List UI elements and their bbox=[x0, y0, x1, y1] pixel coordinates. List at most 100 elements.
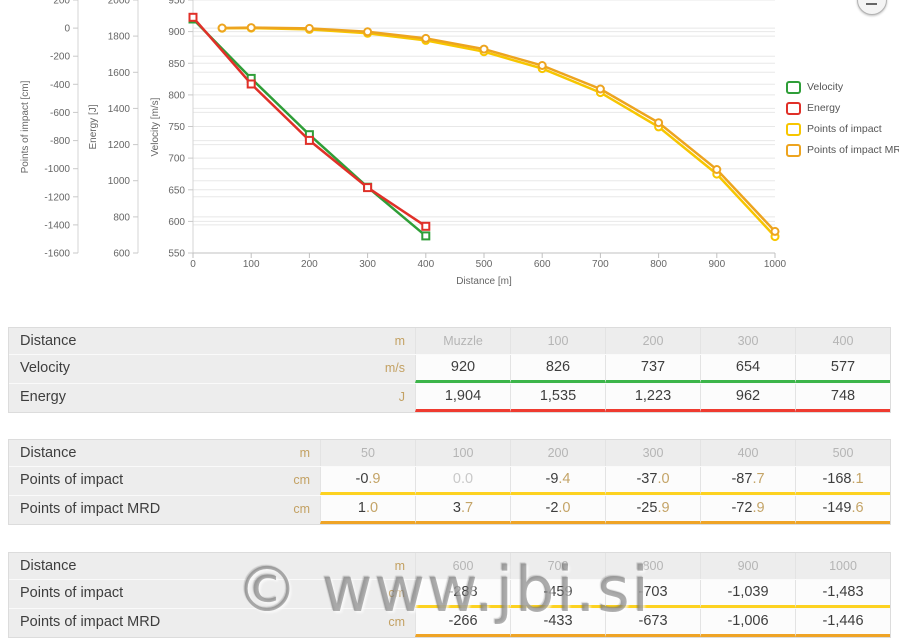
svg-text:-200: -200 bbox=[50, 52, 70, 63]
svg-text:900: 900 bbox=[168, 27, 185, 38]
legend-label: Velocity bbox=[807, 81, 844, 93]
svg-text:700: 700 bbox=[168, 154, 185, 165]
svg-text:-1600: -1600 bbox=[44, 249, 70, 260]
table-cell: 577 bbox=[795, 355, 890, 383]
table-cell: 200 bbox=[510, 440, 605, 466]
table-cell: -266 bbox=[415, 609, 510, 637]
table-cell: 920 bbox=[415, 355, 510, 383]
table-cell: -37.0 bbox=[605, 467, 700, 495]
svg-text:600: 600 bbox=[113, 249, 130, 260]
table-cell: 900 bbox=[700, 553, 795, 579]
row-label: Distance bbox=[20, 333, 77, 349]
svg-text:1000: 1000 bbox=[764, 259, 787, 270]
legend-item-points-of-impact-mrd[interactable]: Points of impact MRD bbox=[786, 143, 899, 157]
svg-text:0: 0 bbox=[190, 259, 196, 270]
svg-text:Energy [J]: Energy [J] bbox=[88, 104, 99, 149]
row-unit: cm bbox=[388, 615, 405, 629]
row-label: Points of impact bbox=[20, 472, 124, 488]
menu-icon bbox=[866, 3, 877, 5]
row-label: Points of impact bbox=[20, 585, 124, 601]
trajectory-chart[interactable]: -1600 -1400 -1200 -1000 -800 -600 -400 -200 0 200… bbox=[0, 0, 899, 300]
svg-text:1600: 1600 bbox=[108, 68, 131, 79]
table-cell: -288 bbox=[415, 580, 510, 608]
table-row: Velocity m/s 920 826 737 654 577 bbox=[9, 354, 890, 383]
legend-label: Points of impact bbox=[807, 123, 882, 135]
table-row: Points of impact MRD cm -266 -433 -673 -1,006… bbox=[9, 608, 890, 637]
svg-text:200: 200 bbox=[53, 0, 70, 7]
svg-text:400: 400 bbox=[417, 259, 434, 270]
table-row: Points of impact cm -0.9 0.0 -9.4 -37.0 -87.7-… bbox=[9, 466, 890, 495]
svg-text:800: 800 bbox=[168, 90, 185, 101]
table-cell: 1.0 bbox=[320, 496, 415, 524]
svg-text:Velocity [m/s]: Velocity [m/s] bbox=[150, 97, 161, 156]
table-cell: -87.7 bbox=[700, 467, 795, 495]
svg-text:850: 850 bbox=[168, 59, 185, 70]
row-label: Points of impact MRD bbox=[20, 501, 161, 517]
row-label: Points of impact MRD bbox=[20, 614, 161, 630]
svg-text:800: 800 bbox=[113, 212, 130, 223]
svg-text:-600: -600 bbox=[50, 108, 70, 119]
chart-legend: Velocity Energy Points of impact Points … bbox=[786, 80, 899, 165]
table-cell: 100 bbox=[415, 440, 510, 466]
row-unit: m bbox=[299, 446, 310, 460]
table-cell: -1,039 bbox=[700, 580, 795, 608]
legend-item-energy[interactable]: Energy bbox=[786, 101, 898, 115]
table-cell: 1,223 bbox=[605, 384, 700, 412]
svg-text:600: 600 bbox=[534, 259, 551, 270]
svg-text:-1400: -1400 bbox=[44, 220, 70, 231]
energy-swatch-icon bbox=[786, 101, 801, 115]
row-label: Distance bbox=[20, 558, 77, 574]
table-cell: 600 bbox=[415, 553, 510, 579]
table-cell: 3.7 bbox=[415, 496, 510, 524]
table-cell: 1,535 bbox=[510, 384, 605, 412]
table-cell: -25.9 bbox=[605, 496, 700, 524]
table-cell: -673 bbox=[605, 609, 700, 637]
svg-text:100: 100 bbox=[243, 259, 260, 270]
row-label: Velocity bbox=[20, 360, 70, 376]
legend-item-points-of-impact[interactable]: Points of impact bbox=[786, 122, 898, 136]
row-unit: cm bbox=[293, 473, 310, 487]
table-cell: -2.0 bbox=[510, 496, 605, 524]
table-cell: -459 bbox=[510, 580, 605, 608]
table-cell: 100 bbox=[510, 328, 605, 354]
chart-canvas[interactable]: -1600 -1400 -1200 -1000 -800 -600 -400 -200 0 200… bbox=[0, 0, 899, 300]
table-cell: -72.9 bbox=[700, 496, 795, 524]
table-row: Distance m 600 700 800 900 1000 bbox=[9, 553, 890, 579]
table-cell: -9.4 bbox=[510, 467, 605, 495]
table-cell: 0.0 bbox=[415, 467, 510, 495]
svg-text:1000: 1000 bbox=[108, 176, 131, 187]
svg-text:Distance [m]: Distance [m] bbox=[456, 276, 512, 287]
svg-text:-1200: -1200 bbox=[44, 192, 70, 203]
table-cell: -1,446 bbox=[795, 609, 890, 637]
table-cell: -433 bbox=[510, 609, 605, 637]
table-cell: Muzzle bbox=[415, 328, 510, 354]
svg-text:-400: -400 bbox=[50, 80, 70, 91]
table-cell: 200 bbox=[605, 328, 700, 354]
table-cell: -703 bbox=[605, 580, 700, 608]
table-cell: 300 bbox=[605, 440, 700, 466]
table-cell: -0.9 bbox=[320, 467, 415, 495]
table-row: Points of impact MRD cm 1.0 3.7 -2.0 -25.9 -72… bbox=[9, 495, 890, 524]
svg-text:200: 200 bbox=[301, 259, 318, 270]
velocity-energy-table: Distance m Muzzle 100 200 300 400 Velocity m/s 92… bbox=[8, 327, 891, 413]
table-cell: 500 bbox=[795, 440, 890, 466]
row-unit: cm bbox=[293, 502, 310, 516]
svg-text:650: 650 bbox=[168, 185, 185, 196]
table-cell: -1,483 bbox=[795, 580, 890, 608]
table-cell: 748 bbox=[795, 384, 890, 412]
svg-text:300: 300 bbox=[359, 259, 376, 270]
table-row: Distance m 50 100 200 300 400 500 bbox=[9, 440, 890, 466]
svg-text:500: 500 bbox=[476, 259, 493, 270]
table-cell: -1,006 bbox=[700, 609, 795, 637]
table-cell: 826 bbox=[510, 355, 605, 383]
svg-text:1200: 1200 bbox=[108, 140, 131, 151]
table-cell: 700 bbox=[510, 553, 605, 579]
points-of-impact-table-far: Distance m 600 700 800 900 1000 Points of impac… bbox=[8, 552, 891, 638]
legend-item-velocity[interactable]: Velocity bbox=[786, 80, 898, 94]
points-of-impact-mrd-swatch-icon bbox=[786, 143, 801, 157]
svg-text:Points of impact [cm]: Points of impact [cm] bbox=[20, 80, 31, 173]
svg-text:0: 0 bbox=[64, 24, 70, 35]
svg-text:-800: -800 bbox=[50, 136, 70, 147]
points-of-impact-swatch-icon bbox=[786, 122, 801, 136]
svg-text:550: 550 bbox=[168, 249, 185, 260]
